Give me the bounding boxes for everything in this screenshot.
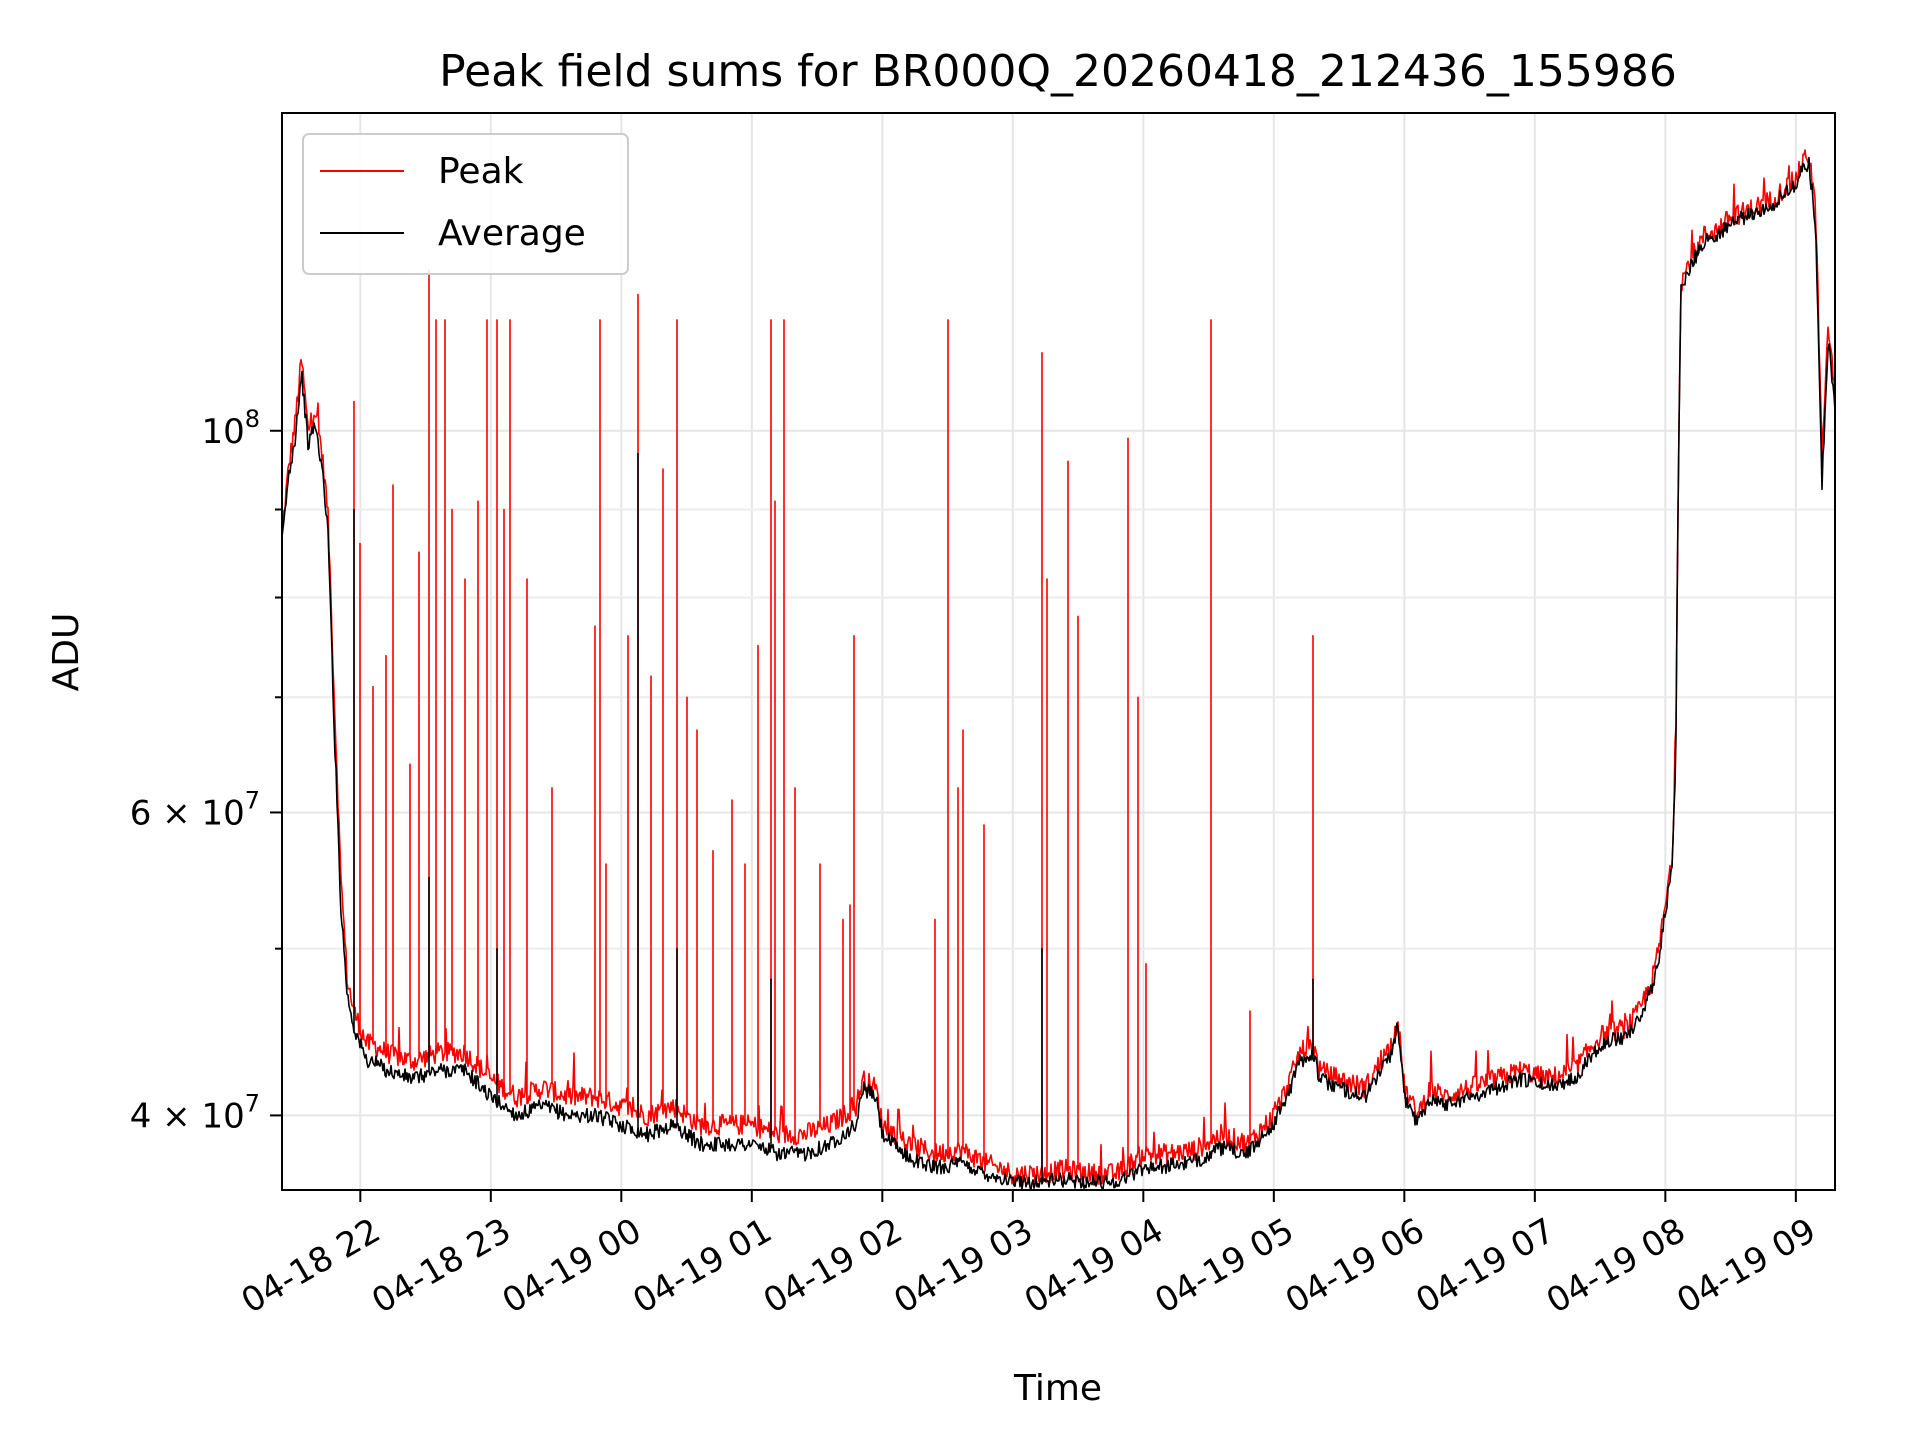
legend-peak-label: Peak <box>438 151 524 192</box>
y-axis: 4 × 107 6 × 107 108 <box>130 405 282 1136</box>
y-tick-label: 6 × 107 <box>130 786 260 833</box>
x-axis-label: Time <box>1013 1368 1102 1409</box>
chart-title: Peak field sums for BR000Q_20260418_2124… <box>439 46 1677 97</box>
y-axis-label: ADU <box>46 613 87 692</box>
legend: Peak Average <box>302 133 629 275</box>
y-tick-label: 108 <box>201 405 260 452</box>
y-tick-label: 4 × 107 <box>130 1089 260 1136</box>
plot-frame <box>281 112 1836 1191</box>
legend-average-label: Average <box>438 213 586 254</box>
series-layer <box>282 149 1835 1190</box>
series-line-average <box>282 156 1835 1190</box>
grid <box>282 113 1835 1190</box>
legend-box <box>302 133 629 275</box>
